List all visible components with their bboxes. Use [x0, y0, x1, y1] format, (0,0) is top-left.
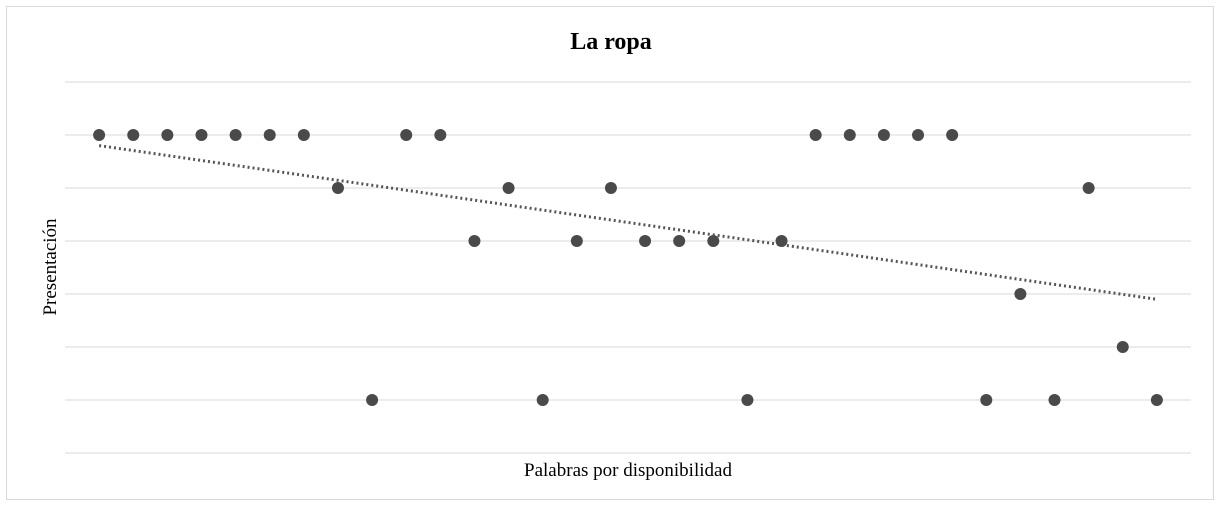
- data-points: [93, 129, 1163, 406]
- data-point: [229, 129, 242, 141]
- data-point: [604, 182, 617, 194]
- data-point: [400, 129, 413, 141]
- data-point: [673, 235, 686, 247]
- data-point: [741, 394, 754, 406]
- data-point: [161, 129, 174, 141]
- data-point: [946, 129, 959, 141]
- chart-title: La ropa: [570, 29, 652, 55]
- data-point: [536, 394, 549, 406]
- data-point: [434, 129, 447, 141]
- data-point: [366, 394, 379, 406]
- data-point: [1082, 182, 1095, 194]
- data-point: [809, 129, 822, 141]
- data-point: [1014, 288, 1027, 300]
- data-point: [639, 235, 652, 247]
- data-point: [1116, 341, 1129, 353]
- data-point: [1150, 394, 1163, 406]
- data-point: [877, 129, 890, 141]
- data-point: [195, 129, 208, 141]
- data-point: [263, 129, 276, 141]
- y-axis-label: Presentación: [40, 218, 61, 316]
- data-point: [297, 129, 310, 141]
- data-point: [775, 235, 788, 247]
- data-point: [468, 235, 481, 247]
- data-point: [1048, 394, 1061, 406]
- chart-area: [6, 6, 1214, 500]
- data-point: [912, 129, 925, 141]
- data-point: [93, 129, 106, 141]
- data-point: [980, 394, 993, 406]
- data-point: [127, 129, 140, 141]
- data-point: [843, 129, 856, 141]
- data-point: [570, 235, 583, 247]
- data-point: [502, 182, 515, 194]
- x-axis-label: Palabras por disponibilidad: [524, 460, 732, 481]
- data-point: [707, 235, 720, 247]
- trendline: [98, 144, 1158, 301]
- gridlines: [65, 81, 1191, 454]
- data-point: [331, 182, 344, 194]
